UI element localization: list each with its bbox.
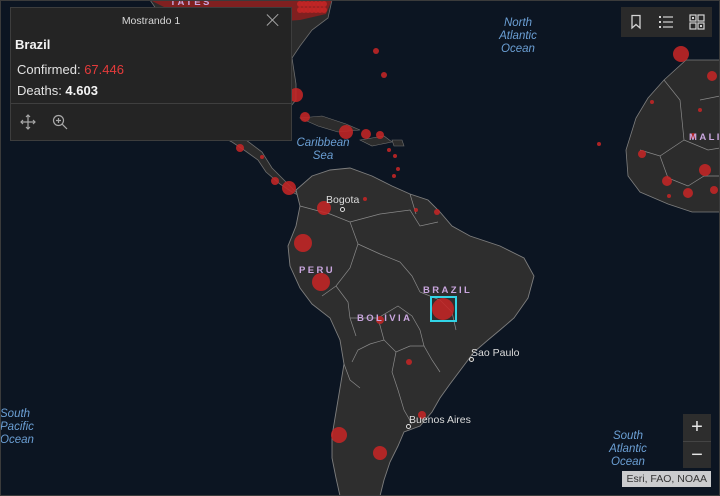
case-marker[interactable] xyxy=(683,188,693,198)
africa-landmass xyxy=(625,59,720,213)
case-marker[interactable] xyxy=(236,144,244,152)
case-marker[interactable] xyxy=(698,108,702,112)
case-marker[interactable] xyxy=(339,125,353,139)
case-markers-layer[interactable] xyxy=(225,1,718,460)
case-marker[interactable] xyxy=(289,88,303,102)
case-marker[interactable] xyxy=(321,1,327,7)
south-pacific-ocean-label: South Pacific Ocean xyxy=(0,408,34,446)
case-marker[interactable] xyxy=(321,7,327,13)
case-marker[interactable] xyxy=(418,411,426,419)
confirmed-label: Confirmed: xyxy=(17,62,85,77)
case-marker[interactable] xyxy=(300,112,310,122)
case-marker[interactable] xyxy=(690,133,696,139)
case-marker[interactable] xyxy=(414,208,418,212)
pan-icon[interactable] xyxy=(19,113,37,131)
deaths-row: Deaths: 4.603 xyxy=(17,83,124,98)
zoom-to-icon[interactable] xyxy=(51,113,69,131)
case-marker[interactable] xyxy=(361,129,371,139)
confirmed-value: 67.446 xyxy=(84,62,124,77)
case-marker[interactable] xyxy=(294,234,312,252)
legend-button[interactable] xyxy=(655,11,677,33)
country-label-mali: MALI xyxy=(689,132,720,143)
case-marker[interactable] xyxy=(312,273,330,291)
popup-body: Confirmed: 67.446 Deaths: 4.603 xyxy=(17,62,124,104)
country-label-united-states-fragment: TATES xyxy=(170,0,212,8)
case-marker[interactable] xyxy=(673,46,689,62)
zoom-control: + − xyxy=(683,414,711,468)
legend-list-icon xyxy=(659,16,674,28)
zoom-in-button[interactable]: + xyxy=(691,416,703,439)
map-toolbar xyxy=(621,7,712,37)
popup-header: Mostrando 1 xyxy=(11,8,291,34)
bookmark-icon xyxy=(631,14,641,30)
case-marker[interactable] xyxy=(597,142,601,146)
case-marker[interactable] xyxy=(381,72,387,78)
country-label-brazil: BRAZIL xyxy=(423,285,473,296)
case-marker[interactable] xyxy=(373,446,387,460)
case-marker[interactable] xyxy=(331,427,347,443)
case-marker[interactable] xyxy=(707,71,717,81)
case-marker[interactable] xyxy=(432,298,454,320)
case-marker[interactable] xyxy=(406,359,412,365)
bookmark-button[interactable] xyxy=(625,11,647,33)
city-dot-buenos-aires xyxy=(406,424,411,429)
feature-popup: Mostrando 1 Brazil Confirmed: 67.446 Dea… xyxy=(10,7,292,141)
case-marker[interactable] xyxy=(376,131,384,139)
south-atlantic-ocean-label: South Atlantic Ocean xyxy=(609,430,647,468)
case-marker[interactable] xyxy=(662,176,672,186)
zoom-out-button[interactable]: − xyxy=(683,440,711,469)
city-label-sao-paulo: Sao Paulo xyxy=(471,347,520,359)
deaths-label: Deaths: xyxy=(17,83,66,98)
case-marker[interactable] xyxy=(260,155,264,159)
country-label-peru: PERU xyxy=(299,265,335,276)
case-marker[interactable] xyxy=(667,194,671,198)
case-marker[interactable] xyxy=(393,154,397,158)
case-marker[interactable] xyxy=(376,316,384,324)
case-marker[interactable] xyxy=(699,164,711,176)
popup-actions xyxy=(11,103,291,140)
case-marker[interactable] xyxy=(710,186,718,194)
case-marker[interactable] xyxy=(650,100,654,104)
city-label-buenos-aires: Buenos Aires xyxy=(409,414,471,426)
case-marker[interactable] xyxy=(434,209,440,215)
selection-highlight xyxy=(430,296,457,322)
case-marker[interactable] xyxy=(317,201,331,215)
popup-feature-count: Mostrando 1 xyxy=(121,15,181,27)
north-atlantic-ocean-label: North Atlantic Ocean xyxy=(499,17,537,55)
south-america-landmass xyxy=(287,167,535,496)
case-marker[interactable] xyxy=(638,150,646,158)
basemap-gallery-icon xyxy=(689,14,705,30)
city-label-bogota: Bogota xyxy=(326,194,360,206)
case-marker[interactable] xyxy=(387,148,391,152)
city-dot-sao-paulo xyxy=(469,357,474,362)
country-label-bolivia: BOLIVIA xyxy=(357,313,413,324)
case-marker[interactable] xyxy=(363,197,367,201)
city-dot-bogota xyxy=(340,207,345,212)
close-icon[interactable] xyxy=(265,12,281,28)
case-marker[interactable] xyxy=(396,167,400,171)
case-marker[interactable] xyxy=(282,181,296,195)
popup-title: Brazil xyxy=(15,37,51,52)
basemap-gallery-button[interactable] xyxy=(686,11,708,33)
case-marker[interactable] xyxy=(271,177,279,185)
case-marker[interactable] xyxy=(373,48,379,54)
deaths-value: 4.603 xyxy=(65,83,98,98)
confirmed-row: Confirmed: 67.446 xyxy=(17,62,124,77)
caribbean-sea-label: Caribbean Sea xyxy=(296,137,350,162)
map-attribution: Esri, FAO, NOAA xyxy=(622,471,711,487)
case-marker[interactable] xyxy=(392,174,396,178)
